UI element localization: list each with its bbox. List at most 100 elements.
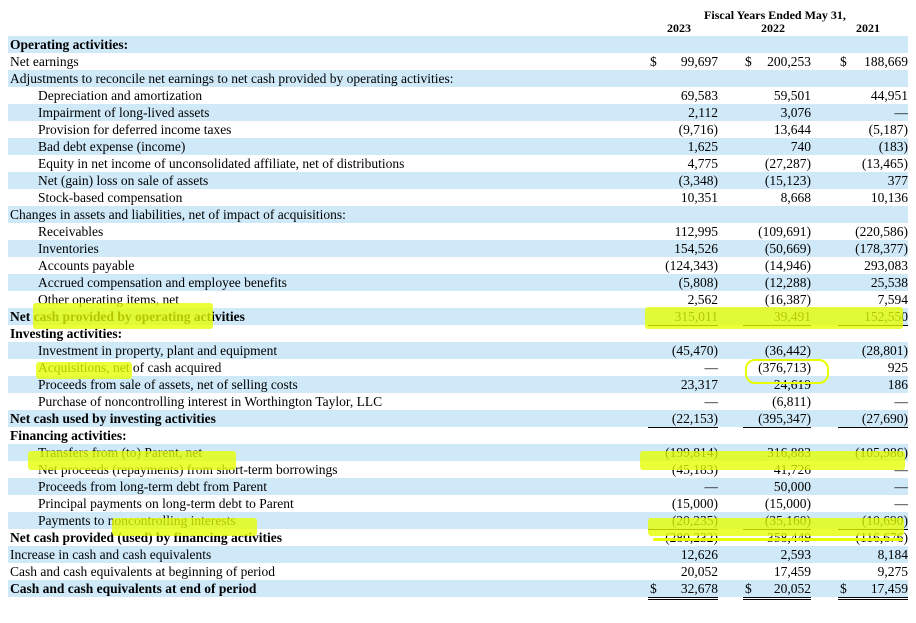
table-row: Proceeds from long-term debt from Parent… <box>8 478 908 495</box>
row-value-2022: (36,442) <box>764 343 811 358</box>
row-value-2023: (3,348) <box>678 173 718 188</box>
row-value-2021: (28,801) <box>861 343 908 358</box>
row-label: Net earnings <box>10 54 79 69</box>
row-label: Adjustments to reconcile net earnings to… <box>10 71 454 86</box>
row-value-2022: 24,619 <box>773 377 811 392</box>
row-value-2021: (178,377) <box>855 241 908 256</box>
table-row: Purchase of noncontrolling interest in W… <box>8 393 908 411</box>
row-value-2021: — <box>894 105 909 120</box>
highlight-net-cash-operating <box>33 303 213 329</box>
row-label: Increase in cash and cash equivalents <box>10 547 212 562</box>
row-value-2023: (9,716) <box>678 122 718 137</box>
row-value-2021: (183) <box>878 139 908 154</box>
row-label: Inventories <box>38 241 99 256</box>
table-row: Changes in assets and liabilities, net o… <box>8 206 908 223</box>
row-label: Proceeds from long-term debt from Parent <box>38 479 268 494</box>
row-value-2022: (12,288) <box>764 275 811 290</box>
table-row: Impairment of long-lived assets 2,112 3,07… <box>8 104 908 121</box>
row-value-2021: 9,275 <box>877 564 908 579</box>
row-value-2022: 3,076 <box>780 105 811 120</box>
row-value-2021: 925 <box>887 360 908 375</box>
table-row: Principal payments on long-term debt to … <box>8 495 908 512</box>
table-row: Cash and cash equivalents at beginning o… <box>8 563 908 580</box>
table-row: Accounts payable (124,343) (14,946) 293,083 <box>8 257 908 274</box>
row-value-2023: (5,808) <box>678 275 718 290</box>
row-label: Receivables <box>38 224 104 239</box>
row-value-2022: (27,287) <box>764 156 811 171</box>
row-label: Financing activities: <box>10 428 127 443</box>
table-row: Investment in property, plant and equipm… <box>8 342 908 359</box>
currency-symbol: $ <box>650 54 657 69</box>
row-value-2023: (15,000) <box>671 496 718 511</box>
table-row: Adjustments to reconcile net earnings to… <box>8 70 908 87</box>
row-value-2021: 17,459 <box>838 580 908 600</box>
row-value-2021: (5,187) <box>868 122 908 137</box>
table-row: Accrued compensation and employee benefi… <box>8 274 908 291</box>
row-label: Proceeds from sale of assets, net of sel… <box>38 377 298 392</box>
year-header-2021: 2021 <box>837 21 899 37</box>
row-value-2023: (45,470) <box>671 343 718 358</box>
row-value-2021: — <box>894 479 909 494</box>
year-header-2023: 2023 <box>648 21 710 37</box>
currency-symbol: $ <box>650 581 657 596</box>
row-value-2022: (14,946) <box>764 258 811 273</box>
row-value-2022: (109,691) <box>758 224 811 239</box>
row-value-2021: 188,669 <box>864 54 908 69</box>
row-value-2023: 20,052 <box>680 564 718 579</box>
row-label: Bad debt expense (income) <box>38 139 186 154</box>
highlight-transfers-parent <box>28 451 236 470</box>
year-header-2022: 2022 <box>742 21 804 37</box>
highlight-acquisitions <box>36 362 132 379</box>
row-label: Accrued compensation and employee benefi… <box>38 275 287 290</box>
table-row: Financing activities: <box>8 427 908 444</box>
row-value-2022: (395,347) <box>743 410 811 428</box>
highlight-operating-values <box>645 307 903 329</box>
row-label: Cash and cash equivalents at end of peri… <box>10 581 257 596</box>
table-row: Stock-based compensation 10,351 8,668 10,13… <box>8 189 908 206</box>
row-label: Principal payments on long-term debt to … <box>38 496 294 511</box>
row-value-2021: 186 <box>887 377 908 392</box>
row-value-2022: 50,000 <box>773 479 811 494</box>
table-row: Increase in cash and cash equivalents 12,… <box>8 546 908 563</box>
row-value-2023: 23,317 <box>680 377 718 392</box>
row-value-2021: (13,465) <box>861 156 908 171</box>
row-value-2022: 200,253 <box>767 54 811 69</box>
table-row: Equity in net income of unconsolidated a… <box>8 155 908 172</box>
row-label: Impairment of long-lived assets <box>38 105 210 120</box>
row-label: Net cash used by investing activities <box>10 411 216 426</box>
row-value-2023: 4,775 <box>687 156 718 171</box>
row-value-2021: 8,184 <box>877 547 908 562</box>
table-row: Investing activities: <box>8 325 908 342</box>
highlight-underline-stroke <box>653 538 903 541</box>
row-value-2021: — <box>838 393 908 411</box>
table-row: Net cash used by investing activities (22… <box>8 410 908 428</box>
row-value-2022: 17,459 <box>773 564 811 579</box>
highlight-noncontrolling-values <box>648 518 904 536</box>
row-value-2023: (124,343) <box>665 258 718 273</box>
row-value-2022: 13,644 <box>773 122 811 137</box>
row-value-2021: 10,136 <box>870 190 908 205</box>
currency-symbol: $ <box>745 581 752 596</box>
row-value-2021: — <box>894 496 909 511</box>
row-value-2022: (6,811) <box>743 393 811 411</box>
row-label: Operating activities: <box>10 37 129 52</box>
row-label: Provision for deferred income taxes <box>38 122 232 137</box>
circle-acquisitions-2022 <box>745 359 829 384</box>
row-label: Investment in property, plant and equipm… <box>38 343 278 358</box>
row-value-2021: 293,083 <box>864 258 908 273</box>
table-row: Proceeds from sale of assets, net of sel… <box>8 376 908 393</box>
row-label: Equity in net income of unconsolidated a… <box>38 156 405 171</box>
currency-symbol: $ <box>840 54 847 69</box>
highlight-transfers-values <box>640 451 905 470</box>
row-value-2023: 2,112 <box>688 105 718 120</box>
row-value-2023: 12,626 <box>680 547 718 562</box>
row-value-2021: 44,951 <box>870 88 908 103</box>
row-label: Changes in assets and liabilities, net o… <box>10 207 346 222</box>
table-row: Receivables 112,995 (109,691) (220,586) <box>8 223 908 240</box>
row-label: Net (gain) loss on sale of assets <box>38 173 209 188</box>
row-value-2023: 112,995 <box>674 224 718 239</box>
row-value-2023: (22,153) <box>648 410 718 428</box>
row-value-2021: (220,586) <box>855 224 908 239</box>
row-value-2022: 8,668 <box>780 190 811 205</box>
table-row: Net (gain) loss on sale of assets (3,348)… <box>8 172 908 189</box>
